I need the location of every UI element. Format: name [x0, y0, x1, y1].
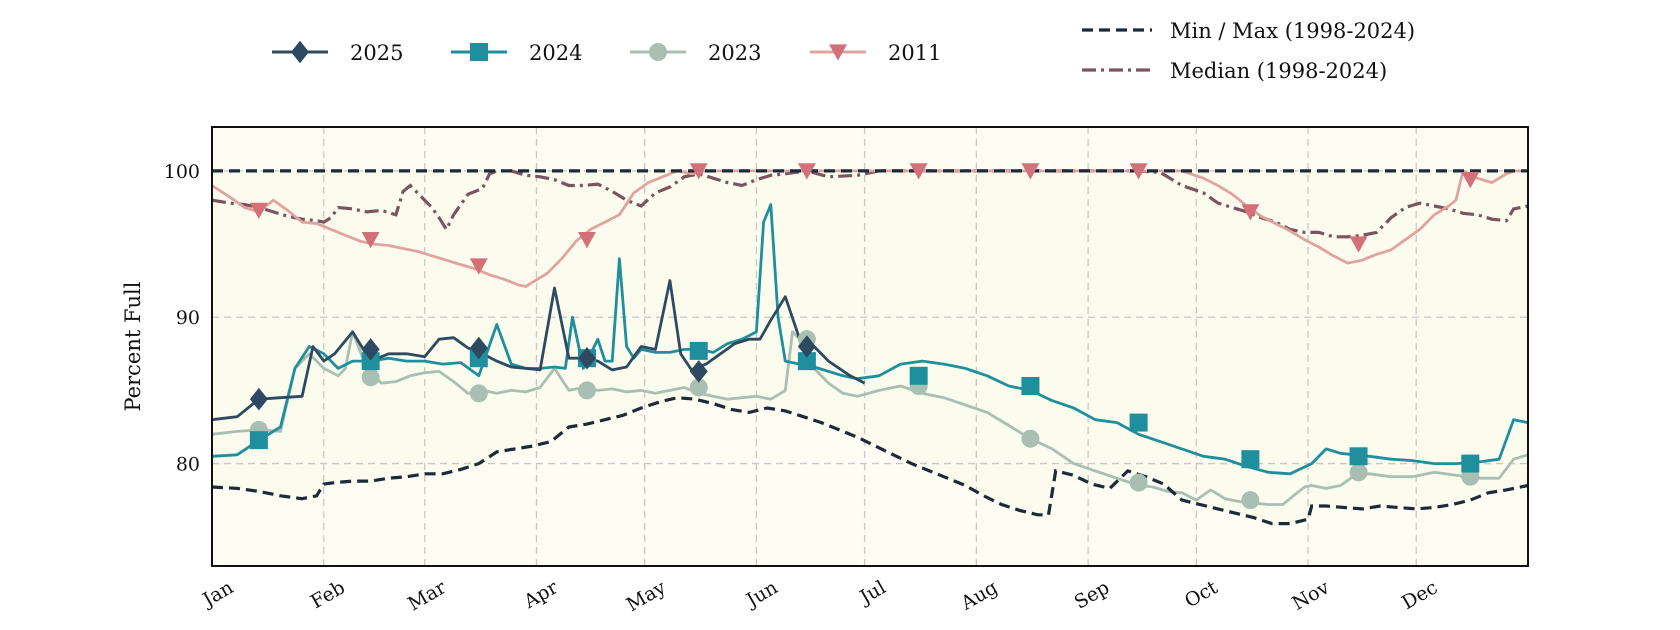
marker-2024 — [797, 352, 816, 371]
x-tick-label: Apr — [519, 576, 562, 613]
legend-item-2011: 2011 — [810, 41, 941, 65]
marker-2011 — [689, 163, 708, 180]
legend-label: 2011 — [888, 41, 941, 65]
marker-2011 — [249, 202, 268, 219]
x-tick-label: Nov — [1289, 576, 1334, 615]
legend-marker — [470, 43, 488, 61]
x-tick-label: Jun — [741, 576, 782, 612]
marker-2011 — [361, 232, 380, 249]
marker-2024 — [909, 366, 928, 385]
marker-2023 — [689, 378, 708, 397]
median-line — [211, 169, 1529, 239]
legend-item-reference: Min / Max (1998-2024) — [1082, 19, 1415, 43]
legend-marker — [649, 43, 667, 61]
marker-2023 — [361, 368, 380, 387]
marker-2023 — [1021, 429, 1040, 448]
legend-label: 2023 — [708, 41, 761, 65]
x-tick-label: Feb — [307, 576, 349, 613]
x-tick-label: Aug — [957, 576, 1002, 615]
legend-label: Median (1998-2024) — [1170, 59, 1387, 83]
marker-2025 — [249, 387, 268, 411]
series-line-2025 — [211, 279, 866, 422]
marker-2024 — [1241, 450, 1260, 469]
marker-2025 — [577, 346, 596, 370]
marker-2024 — [1349, 447, 1368, 466]
x-tick-label: Jan — [197, 576, 237, 612]
marker-2011 — [469, 258, 488, 275]
legend-marker — [291, 40, 309, 64]
marker-2011 — [1241, 204, 1260, 221]
series-layer — [211, 169, 1529, 526]
marker-2011 — [1461, 172, 1480, 189]
marker-2011 — [1021, 163, 1040, 180]
legend-item-2025: 2025 — [272, 40, 403, 65]
x-tick-label: May — [623, 576, 670, 616]
marker-layer — [249, 163, 1480, 510]
marker-2024 — [1129, 413, 1148, 432]
y-tick-label: 90 — [176, 307, 200, 329]
marker-2011 — [1129, 163, 1148, 180]
marker-2024 — [1461, 454, 1480, 473]
marker-2024 — [689, 341, 708, 360]
marker-2023 — [1241, 491, 1260, 510]
marker-2024 — [1021, 377, 1040, 396]
marker-2023 — [577, 381, 596, 400]
marker-2011 — [797, 163, 816, 180]
legend-item-reference: Median (1998-2024) — [1082, 59, 1387, 83]
legend-item-2024: 2024 — [451, 41, 582, 65]
marker-2025 — [689, 360, 708, 383]
marker-2025 — [797, 335, 816, 358]
x-tick-label: Oct — [1181, 576, 1222, 612]
marker-2024 — [249, 431, 268, 450]
y-tick-label: 80 — [176, 454, 200, 476]
min-max-band — [212, 170, 1528, 524]
legend-item-2023: 2023 — [630, 41, 761, 65]
legend-marker — [829, 44, 847, 61]
legend: 2025 2024 2023 2011 Min / Max (1998-2024) Med… — [272, 19, 1415, 83]
y-tick-label: 100 — [164, 161, 200, 183]
y-axis-label: Percent Full — [121, 281, 145, 411]
x-tick-label: Jul — [854, 576, 889, 609]
series-line-2011 — [211, 169, 1528, 288]
marker-2023 — [1129, 473, 1148, 492]
marker-2024 — [361, 352, 380, 371]
x-tick-label: Mar — [404, 576, 450, 615]
marker-2025 — [469, 336, 488, 360]
plot-frame — [211, 126, 1529, 567]
marker-2011 — [909, 163, 928, 180]
x-tick-label: Sep — [1071, 576, 1114, 613]
marker-2011 — [1349, 236, 1368, 253]
marker-2025 — [361, 338, 380, 361]
marker-2011 — [577, 232, 596, 249]
x-tick-label: Dec — [1398, 576, 1441, 614]
legend-label: 2025 — [350, 41, 403, 65]
marker-2023 — [1349, 463, 1368, 482]
min-line — [211, 396, 1529, 526]
series-line-2024 — [211, 203, 1529, 476]
legend-label: 2024 — [529, 41, 582, 65]
legend-label: Min / Max (1998-2024) — [1170, 19, 1415, 43]
marker-2023 — [469, 384, 488, 403]
